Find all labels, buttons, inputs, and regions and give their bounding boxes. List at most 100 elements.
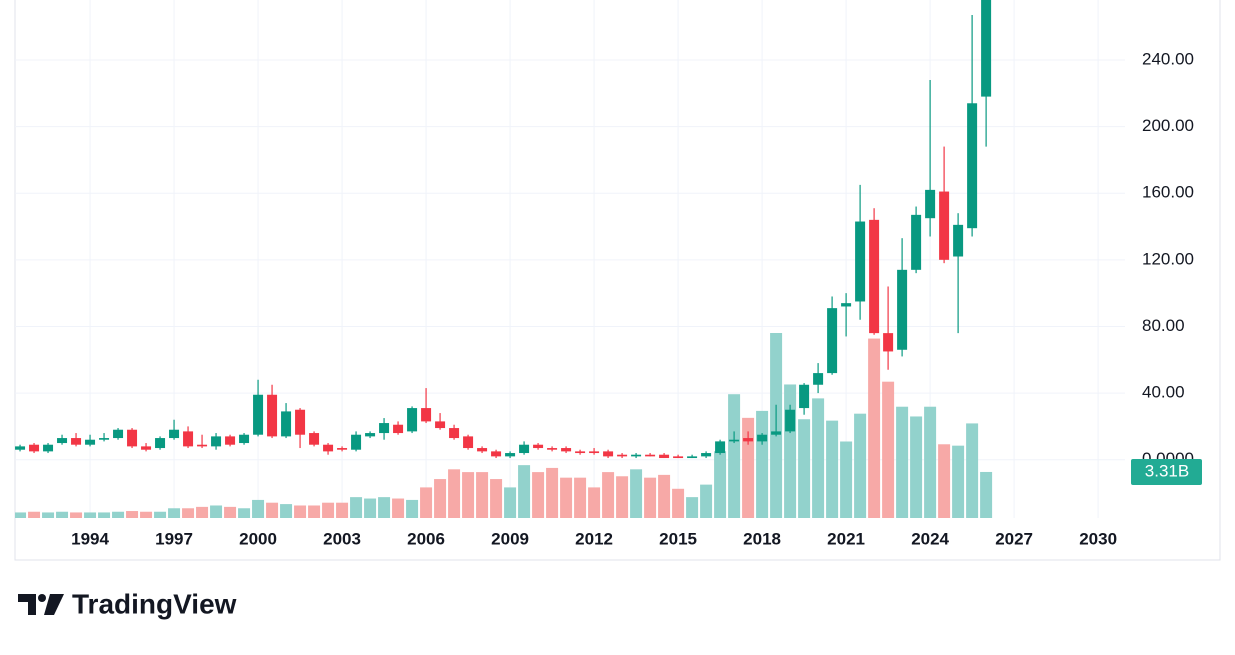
volume-bar [266,502,279,518]
volume-bar [812,398,825,518]
candle-body [617,454,628,457]
volume-bar [126,511,139,518]
candle-body [29,444,40,452]
volume-bar [420,487,433,518]
candle-body [631,454,642,457]
candle-body [897,269,908,350]
logo-icon [18,594,36,615]
volume-bar [532,472,545,518]
volume-bar [672,488,685,518]
x-tick-label: 2027 [995,529,1033,548]
y-tick-label: 160.00 [1142,183,1194,202]
volume-bar [56,511,69,518]
volume-bar [210,505,223,518]
volume-bar [84,512,97,518]
candle-body [239,434,250,444]
volume-bar [462,472,475,518]
volume-bar [224,506,237,518]
candle-body [295,409,306,435]
candle-body [743,438,754,442]
volume-bar [168,508,181,518]
x-tick-label: 2000 [239,529,277,548]
candle-body [883,333,894,352]
volume-bar [756,410,769,518]
volume-bar [910,416,923,518]
x-tick-label: 2003 [323,529,361,548]
candle-body [197,444,208,447]
candle-body [351,434,362,450]
candle-body [799,384,810,409]
candle-body [435,421,446,429]
volume-bar [406,499,419,518]
volume-bar [504,487,517,518]
candle-body [113,429,124,439]
candle-body [715,441,726,454]
candle-body [533,444,544,449]
candle-body [729,439,740,442]
x-tick-label: 2009 [491,529,529,548]
candle-body [869,219,880,334]
volume-bar [364,498,377,518]
volume-bar [574,477,587,518]
candle-body [421,408,432,422]
volume-bar [924,406,937,518]
volume-bar [560,477,573,518]
candle-body [463,436,474,449]
x-tick-label: 2018 [743,529,781,548]
volume-bar [616,476,629,518]
volume-bar [588,487,601,518]
brand-name: TradingView [72,588,237,619]
x-tick-label: 2021 [827,529,865,548]
volume-bar [854,413,867,518]
volume-bar [700,484,713,518]
volume-bar [336,502,349,518]
volume-bar [112,511,125,518]
volume-bar [42,512,55,518]
volume-bar [322,502,335,518]
volume-bar [15,512,27,518]
x-tick-label: 2015 [659,529,697,548]
candle-body [771,431,782,435]
candle-body [841,303,852,307]
candle-body [813,373,824,385]
candle-body [589,451,600,454]
volume-bar [602,472,615,518]
volume-bar [840,441,853,518]
candle-body [603,451,614,457]
y-tick-label: 240.00 [1142,49,1194,68]
candle-body [43,444,54,452]
volume-bar [490,479,503,518]
candle-body [505,453,516,457]
candle-body [183,431,194,447]
volume-bar [70,512,83,518]
candle-body [99,438,110,440]
candle-body [561,448,572,452]
volume-bar [630,469,643,518]
y-tick-label: 40.00 [1142,383,1185,402]
candle-body [253,394,264,435]
volume-bar [728,394,741,518]
candle-body [491,451,502,457]
candle-body [127,429,138,447]
x-tick-label: 2024 [911,529,949,548]
volume-bar [966,423,979,518]
candle-layer [15,0,992,459]
volume-bar [868,338,881,518]
volume-bar [826,420,839,518]
x-tick-label: 2012 [575,529,613,548]
y-tick-label: 80.00 [1142,316,1185,335]
candle-body [939,191,950,260]
grid [15,0,1125,518]
candle-body [15,446,26,450]
volume-bar [378,497,391,518]
volume-bar [742,417,755,518]
volume-bar [938,444,951,518]
logo-icon [44,594,64,615]
volume-bar [280,504,293,518]
candle-body [267,394,278,437]
volume-bar [98,512,111,518]
candle-body [309,433,320,445]
candle-body [687,456,698,459]
candle-body [85,439,96,445]
